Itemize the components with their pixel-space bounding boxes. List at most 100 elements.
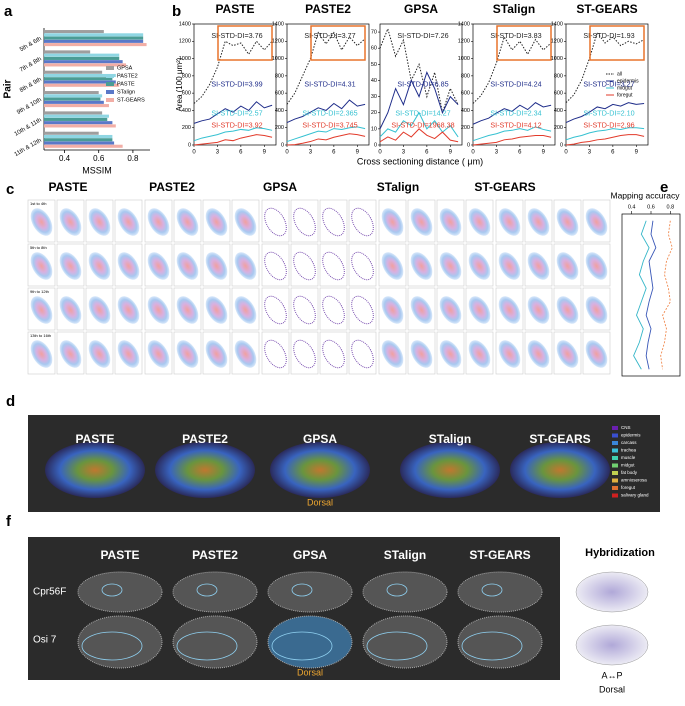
axis-label: A↔P	[601, 670, 622, 680]
slice-tile	[290, 243, 319, 287]
y-tick-label: 1400	[551, 21, 563, 27]
y-tick-label: 7th & 8th	[19, 56, 43, 73]
slice-image	[30, 296, 53, 324]
slice-image	[176, 296, 199, 324]
method-title: ST-GEARS	[474, 180, 535, 194]
legend-label: carcass	[621, 440, 637, 445]
y-tick-label: 0	[188, 142, 191, 148]
expression-outline	[366, 631, 428, 661]
slice-image	[381, 296, 404, 324]
annotation: SI-STD-DI=3.92	[211, 121, 262, 130]
legend-swatch	[106, 66, 114, 70]
bar	[44, 39, 144, 43]
slice-image	[585, 340, 608, 368]
method-title: PASTE2	[149, 180, 195, 194]
slice-image	[293, 251, 316, 281]
series-line	[379, 128, 459, 143]
bar	[44, 83, 120, 87]
chart-title: Mapping accuracy	[611, 190, 681, 200]
method-title: PASTE2	[182, 432, 228, 446]
slice-image	[585, 296, 608, 324]
slice-tile	[261, 331, 290, 375]
slice-tile	[290, 199, 319, 243]
slice-image	[439, 252, 462, 280]
annotation: SI-STD-DI=1.93	[583, 31, 634, 40]
x-tick-label: 0.6	[647, 204, 655, 210]
slice-image	[234, 252, 257, 280]
slice-image	[147, 340, 170, 368]
slice-image	[293, 339, 316, 369]
bar	[44, 94, 103, 98]
slice-image	[556, 252, 579, 280]
series-line	[660, 220, 673, 370]
bar	[44, 80, 116, 84]
annotation: SI-STD-DI=2.34	[490, 108, 541, 117]
slice-image	[351, 339, 374, 369]
slice-image	[234, 296, 257, 324]
slice-image	[351, 207, 374, 237]
slice-tile	[261, 199, 290, 243]
slice-image	[147, 296, 170, 324]
y-tick-label: 800	[554, 73, 563, 79]
panel-letter: c	[6, 181, 14, 198]
embryo-image	[77, 571, 163, 613]
slice-image	[381, 208, 404, 236]
x-tick-label: 9	[449, 150, 453, 156]
slice-image	[59, 208, 82, 236]
x-tick-label: 3	[216, 150, 220, 156]
x-tick-label: 9	[356, 150, 360, 156]
legend-label: foregut	[617, 92, 633, 98]
y-tick-label: 9th & 10th	[16, 97, 43, 116]
row-label: 5th to 8th	[30, 245, 47, 250]
panel-letter: d	[6, 393, 15, 410]
embryo-image	[267, 571, 353, 613]
y-tick-label: 1000	[551, 56, 563, 62]
y-tick-label: 40	[371, 78, 377, 84]
slice-image	[293, 295, 316, 325]
expression-outline	[271, 631, 333, 661]
bar	[44, 73, 116, 78]
y-tick-label: 200	[461, 125, 470, 131]
slice-image	[88, 208, 111, 236]
legend-label: all	[617, 71, 622, 77]
embryo-image	[362, 615, 448, 669]
legend-label: CNS	[621, 425, 631, 430]
plot-frame	[193, 23, 277, 146]
y-tick-label: 1000	[458, 56, 470, 62]
slice-image	[322, 339, 345, 369]
slice-image	[264, 339, 287, 369]
bar	[44, 124, 116, 128]
slice-image	[117, 340, 140, 368]
series-line	[286, 126, 366, 143]
expression-outline	[291, 583, 313, 597]
series-line	[193, 101, 273, 124]
slice-image	[556, 340, 579, 368]
legend-label: epidermis	[621, 433, 641, 438]
annotation: SI-STD-DI=3.99	[211, 79, 262, 88]
embryo-image	[510, 442, 610, 498]
embryo-image	[267, 615, 353, 669]
series-line	[472, 35, 552, 104]
y-tick-label: 30	[371, 94, 377, 100]
slice-image	[439, 296, 462, 324]
slice-image	[264, 207, 287, 237]
y-tick-label: 400	[554, 108, 563, 114]
series-line	[286, 99, 366, 123]
slice-image	[585, 208, 608, 236]
annotation: SI-STD-DI=14.27	[395, 108, 450, 117]
series-line	[565, 31, 645, 104]
method-title: PASTE2	[192, 548, 238, 562]
y-tick-label: 11th & 12th	[14, 138, 43, 158]
slice-image	[468, 208, 491, 236]
x-tick-label: 6	[332, 150, 336, 156]
hybridization-image	[575, 571, 649, 613]
embryo-image	[172, 571, 258, 613]
method-title: PASTE	[48, 180, 87, 194]
x-tick-label: 9	[542, 150, 546, 156]
x-tick-label: 0	[285, 150, 289, 156]
legend-swatch	[612, 493, 618, 498]
annotation: SI-STD-DI=3.76	[211, 31, 262, 40]
embryo-image	[457, 571, 543, 613]
slice-image	[30, 340, 53, 368]
annotation: SI-STD-DI=2.10	[583, 108, 634, 117]
